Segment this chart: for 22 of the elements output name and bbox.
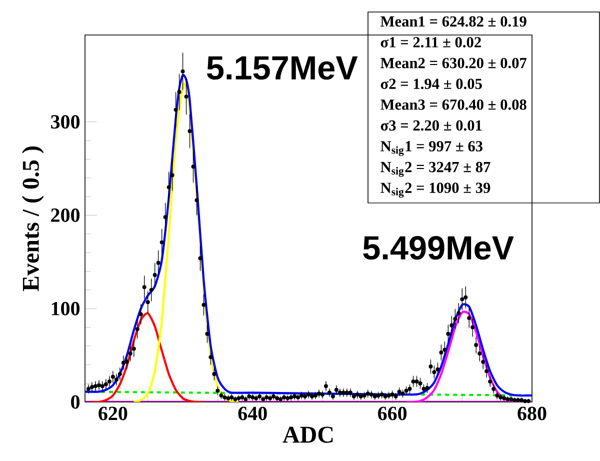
text: Mean1 = 624.82 ± 0.19	[380, 16, 526, 27]
y-axis-title: Events / ( 0.5 )	[22, 146, 44, 292]
y-tick-label: 100	[52, 302, 80, 316]
text: N$_{sig}$2 = 1090 ± 39	[380, 182, 490, 198]
annotation: 5.157MeV	[206, 56, 358, 80]
annotation: σ3 = 2.20 ± 0.01	[380, 120, 482, 131]
x-axis-title: ADC	[282, 426, 333, 443]
annotation: 5.499MeV	[363, 236, 514, 260]
y-tick-label: 300	[51, 115, 80, 129]
x-tick-label: 620	[98, 406, 128, 420]
text: N$_{sig}$2 = 3247 ± 87	[380, 162, 490, 177]
annotation: σ2 = 1.94 ± 0.05	[380, 78, 482, 90]
annotation: σ1 = 2.11 ± 0.02	[380, 37, 481, 48]
y-tick-label: 200	[51, 208, 80, 222]
y-tick-label: 0	[71, 395, 80, 409]
line-series	[90, 312, 205, 402]
annotation: Mean3 = 670.40 ± 0.08	[380, 99, 526, 110]
x-tick-label: 660	[378, 406, 407, 420]
x-tick-label: 680	[518, 406, 546, 420]
x-tick-label: 640	[238, 406, 267, 420]
text: N$_{sig}$1 = 997 ± 63	[380, 141, 482, 156]
annotation: Mean2 = 630.20 ± 0.07	[380, 58, 527, 68]
